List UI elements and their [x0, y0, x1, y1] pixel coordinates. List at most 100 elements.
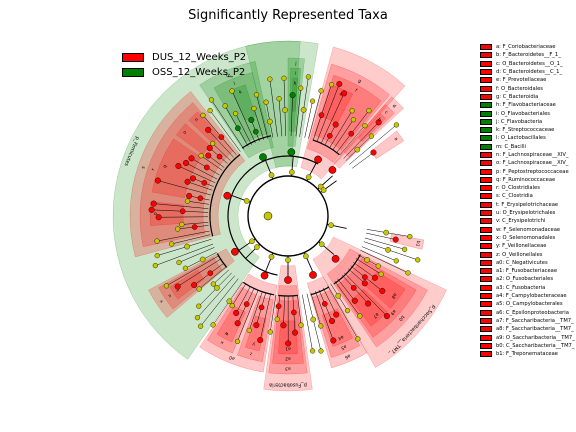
- node-mid-87: [318, 112, 325, 118]
- clade-sector-b1: [389, 233, 425, 250]
- clade-sector-k: [231, 84, 256, 121]
- node-mid-93: [348, 130, 354, 137]
- node-leaf-5: [405, 270, 411, 276]
- clade-label-a: a: [393, 137, 399, 142]
- taxa-label-p: p: F_Peptostreptococcaceae: [496, 168, 569, 175]
- node-leaf-44: [163, 283, 170, 289]
- node-leaf-43: [174, 283, 181, 290]
- node-leaf-16: [355, 336, 361, 342]
- node-leaf-52: [179, 221, 185, 228]
- node-leaf-51: [175, 226, 181, 232]
- taxa-label-a6: a6: C_Epsilonproteobacteria: [496, 309, 569, 316]
- taxa-legend-entry-b: b: F_Bacteroidetes__F_1_: [480, 51, 576, 59]
- branch-leaf-21: [306, 293, 322, 352]
- node-leaf-21: [318, 348, 324, 354]
- node-leaf-62: [183, 159, 190, 166]
- branch-leaf-86: [308, 90, 322, 139]
- taxa-swatch-h: [480, 102, 492, 109]
- branch-leaf-85: [304, 101, 313, 138]
- node-leaf-20: [318, 323, 324, 329]
- branch-leaf-41: [198, 266, 227, 290]
- node-leaf-36: [210, 322, 216, 328]
- branch-leaf-56: [187, 200, 209, 205]
- node-leaf-38: [194, 315, 201, 321]
- node-leaf-92: [350, 117, 357, 123]
- clade-label-a7: a7: [372, 311, 380, 319]
- node-leaf-88: [336, 81, 343, 88]
- branch-leaf-92: [332, 119, 354, 150]
- taxa-swatch-u: [480, 210, 492, 217]
- node-leaf-77: [253, 92, 260, 98]
- node-leaf-7: [378, 271, 384, 277]
- taxa-legend-entry-a3: a3: C_Fusobacteria: [480, 284, 576, 292]
- node-phylum-3: [289, 169, 295, 175]
- taxa-swatch-e: [480, 77, 492, 84]
- branch-leaf-68: [207, 129, 234, 158]
- taxa-legend-entry-b1: b1: F_Treponemataceae: [480, 350, 576, 358]
- node-leaf-45: [182, 265, 189, 271]
- node-mid-84: [300, 107, 307, 113]
- taxa-swatch-j: [480, 118, 492, 125]
- taxa-swatch-b0: [480, 342, 492, 349]
- node-leaf-73: [233, 110, 239, 117]
- clade-label-q: q: [163, 164, 169, 169]
- branch-leaf-82: [290, 95, 293, 137]
- clade-label-a5: a5: [340, 343, 348, 351]
- clade-label-g: g: [357, 79, 362, 85]
- branch-leaf-81: [283, 78, 286, 137]
- node-phylum-1: [243, 198, 250, 204]
- node-phylum-4: [305, 174, 312, 180]
- taxa-legend-entry-q: q: F_Ruminococcaceae: [480, 176, 576, 184]
- node-leaf-50: [154, 238, 160, 244]
- taxa-legend-entry-a2: a2: O_Fusobacteriales: [480, 275, 576, 283]
- taxa-legend-entry-t: t: F_Erysipelotrichaceae: [480, 201, 576, 209]
- node-leaf-25: [285, 340, 292, 347]
- node-mid-51: [191, 224, 198, 230]
- branch-leaf-98: [352, 152, 374, 169]
- branch-leaf-23: [297, 295, 302, 326]
- taxa-swatch-n: [480, 152, 492, 158]
- branch-leaf-91: [329, 110, 353, 148]
- taxa-label-y: y: F_Veillonellaceae: [496, 243, 547, 250]
- node-mid-0: [383, 229, 390, 236]
- clade-label-w: w: [224, 330, 230, 336]
- node-class-j: [287, 148, 296, 156]
- node-mid-12: [350, 285, 357, 291]
- taxa-legend-entry-p: p: F_Peptostreptococcaceae: [480, 167, 576, 175]
- node-leaf-93: [366, 107, 372, 114]
- taxa-label-u: u: O_Erysipelotrichales: [496, 210, 556, 217]
- node-mid-63: [204, 164, 210, 171]
- node-leaf-35: [229, 303, 235, 309]
- clade-label-k: k: [238, 89, 243, 96]
- node-class-v: [231, 247, 239, 256]
- taxa-legend-entry-m: m: C_Bacilli: [480, 143, 576, 151]
- node-leaf-81: [281, 75, 287, 81]
- branch-leaf-87: [312, 84, 332, 141]
- node-leaf-85: [309, 98, 316, 104]
- node-leaf-40: [210, 281, 216, 287]
- legend-swatch-dus: [122, 53, 144, 62]
- taxa-label-g: g: C_Bacteroidia: [496, 93, 539, 100]
- taxa-label-a: a: F_Coriobacteriaceae: [496, 44, 556, 51]
- node-leaf-10: [361, 280, 368, 287]
- node-phylum-9: [303, 253, 309, 259]
- node-class-a0: [260, 271, 269, 280]
- taxa-legend-entry-n: n: F_Lachnospiraceae__XIV_: [480, 151, 576, 159]
- node-mid-18: [322, 301, 328, 307]
- clade-label-e: e: [338, 92, 343, 98]
- clade-sector-a6: [306, 276, 368, 369]
- taxa-label-z: z: O_Veillonellales: [496, 251, 543, 258]
- branch-leaf-31: [248, 291, 263, 331]
- clade-arc-0: [209, 154, 241, 237]
- clade-label-t: t: [175, 287, 181, 292]
- clade-sector-a5: [312, 290, 361, 358]
- clade-label-v: v: [159, 298, 165, 303]
- branch-leaf-89: [321, 93, 345, 144]
- taxa-swatch-b1: [480, 351, 492, 358]
- branch-leaf-50: [157, 230, 210, 242]
- taxa-swatch-a7: [480, 317, 492, 324]
- branch-leaf-80: [278, 98, 283, 137]
- taxa-legend-entry-b0: b0: C_Saccharibacteria__TM7_: [480, 342, 576, 350]
- tree-nodes: [148, 74, 421, 354]
- node-leaf-15: [344, 308, 351, 314]
